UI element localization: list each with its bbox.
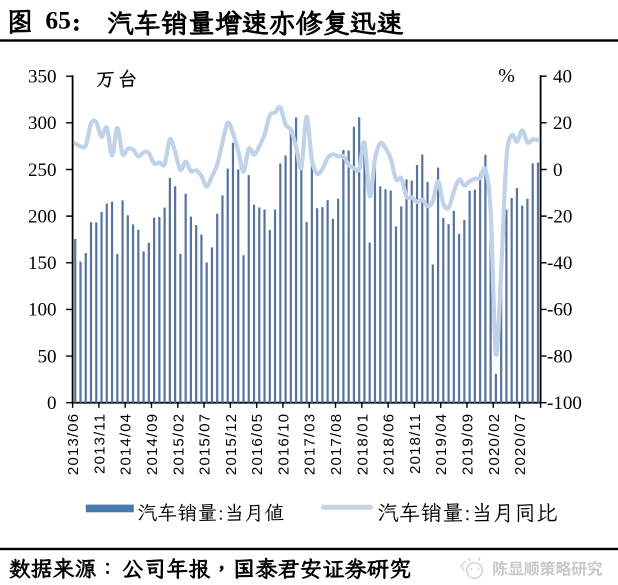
svg-text:200: 200 (28, 206, 57, 227)
svg-text:-20: -20 (547, 206, 572, 227)
svg-text:2018/01: 2018/01 (354, 413, 371, 475)
svg-text:2013/06: 2013/06 (65, 413, 82, 475)
svg-text:2016/05: 2016/05 (249, 413, 266, 475)
svg-text:65: 65 (45, 6, 71, 35)
svg-text:2014/04: 2014/04 (118, 413, 135, 475)
svg-text:2017/08: 2017/08 (328, 413, 345, 475)
svg-text:300: 300 (28, 113, 57, 134)
svg-text:2016/10: 2016/10 (275, 413, 292, 475)
svg-text:-40: -40 (547, 253, 572, 274)
svg-text:%: % (498, 65, 515, 87)
svg-text:2015/02: 2015/02 (170, 413, 187, 475)
svg-text:2013/11: 2013/11 (91, 413, 108, 474)
svg-text:2019/09: 2019/09 (459, 413, 476, 475)
svg-text:2018/06: 2018/06 (381, 413, 398, 475)
svg-text:-60: -60 (547, 300, 572, 321)
svg-text:2017/03: 2017/03 (302, 413, 319, 475)
svg-text:-80: -80 (547, 346, 572, 367)
svg-text:2020/02: 2020/02 (486, 413, 503, 475)
svg-text:350: 350 (28, 67, 57, 88)
svg-text:-100: -100 (547, 393, 582, 414)
svg-text:2014/09: 2014/09 (144, 413, 161, 475)
svg-text:50: 50 (38, 346, 57, 367)
svg-text:0: 0 (553, 160, 563, 181)
svg-text:20: 20 (553, 113, 572, 134)
svg-text:2018/11: 2018/11 (407, 413, 424, 474)
svg-text:2019/04: 2019/04 (433, 413, 450, 475)
svg-text:2015/12: 2015/12 (223, 413, 240, 475)
svg-text:250: 250 (28, 160, 57, 181)
svg-text:2015/07: 2015/07 (197, 413, 214, 475)
svg-text:150: 150 (28, 253, 57, 274)
svg-text:40: 40 (553, 67, 572, 88)
svg-text:0: 0 (47, 393, 57, 414)
svg-text:2020/07: 2020/07 (512, 413, 529, 475)
svg-text:100: 100 (28, 300, 57, 321)
